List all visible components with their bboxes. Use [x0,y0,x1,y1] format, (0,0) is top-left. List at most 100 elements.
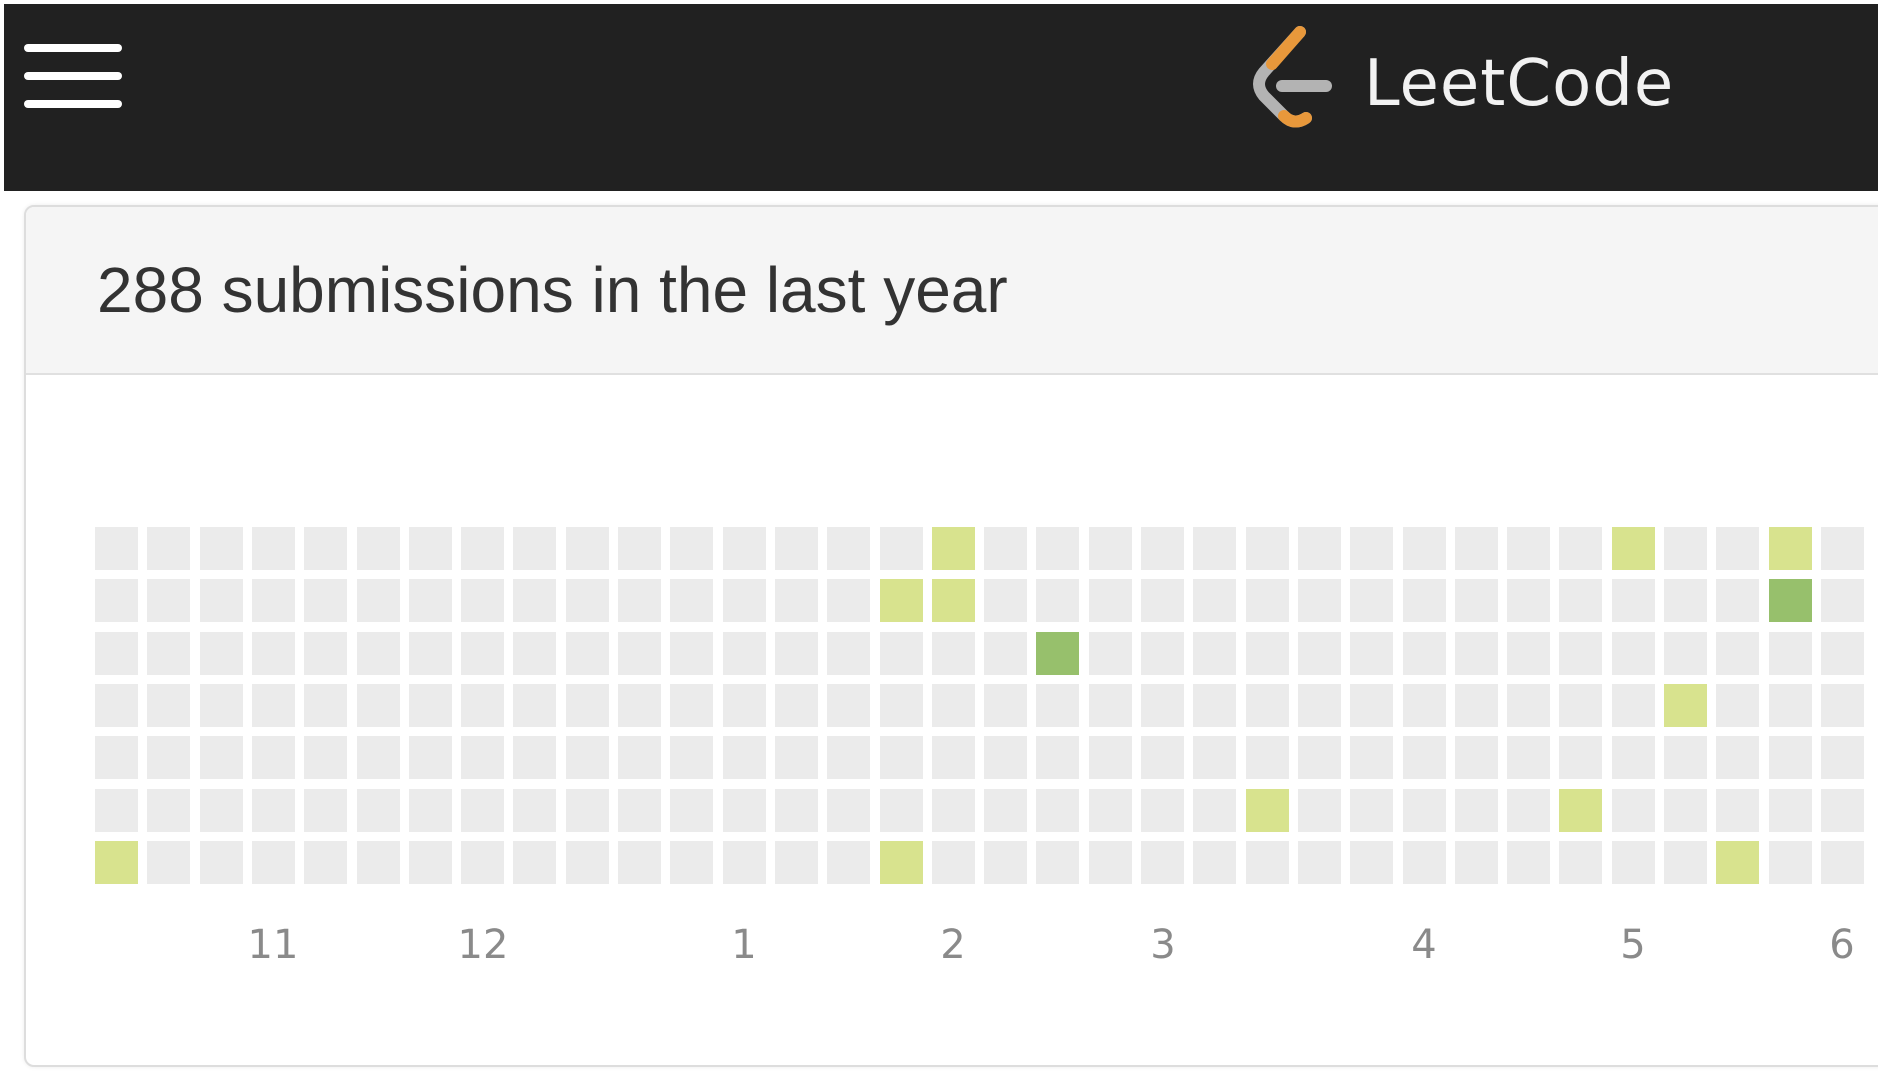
calendar-day-cell[interactable] [775,632,818,675]
calendar-day-cell[interactable] [1246,841,1289,884]
calendar-day-cell[interactable] [1612,527,1655,570]
calendar-day-cell[interactable] [1298,684,1341,727]
calendar-day-cell[interactable] [984,632,1027,675]
calendar-day-cell[interactable] [513,736,556,779]
calendar-day-cell[interactable] [1769,736,1812,779]
calendar-day-cell[interactable] [252,527,295,570]
calendar-day-cell[interactable] [1193,841,1236,884]
calendar-day-cell[interactable] [932,527,975,570]
calendar-day-cell[interactable] [409,527,452,570]
calendar-day-cell[interactable] [775,841,818,884]
calendar-day-cell[interactable] [775,684,818,727]
calendar-day-cell[interactable] [1193,684,1236,727]
calendar-day-cell[interactable] [1141,736,1184,779]
calendar-day-cell[interactable] [880,841,923,884]
calendar-day-cell[interactable] [461,579,504,622]
calendar-day-cell[interactable] [1664,527,1707,570]
calendar-day-cell[interactable] [147,684,190,727]
calendar-day-cell[interactable] [513,527,556,570]
calendar-day-cell[interactable] [1403,579,1446,622]
calendar-day-cell[interactable] [1507,632,1550,675]
calendar-day-cell[interactable] [984,684,1027,727]
calendar-day-cell[interactable] [409,841,452,884]
calendar-day-cell[interactable] [984,841,1027,884]
calendar-day-cell[interactable] [1664,736,1707,779]
calendar-day-cell[interactable] [1246,684,1289,727]
calendar-day-cell[interactable] [932,841,975,884]
calendar-day-cell[interactable] [618,579,661,622]
calendar-day-cell[interactable] [357,684,400,727]
calendar-day-cell[interactable] [357,841,400,884]
calendar-day-cell[interactable] [566,736,609,779]
calendar-day-cell[interactable] [1559,789,1602,832]
calendar-day-cell[interactable] [1664,789,1707,832]
calendar-day-cell[interactable] [1403,736,1446,779]
calendar-day-cell[interactable] [1089,632,1132,675]
calendar-day-cell[interactable] [1612,789,1655,832]
calendar-day-cell[interactable] [461,789,504,832]
calendar-day-cell[interactable] [566,841,609,884]
calendar-day-cell[interactable] [1246,579,1289,622]
calendar-day-cell[interactable] [95,684,138,727]
calendar-day-cell[interactable] [304,789,347,832]
calendar-day-cell[interactable] [1141,789,1184,832]
calendar-day-cell[interactable] [618,527,661,570]
calendar-day-cell[interactable] [1350,736,1393,779]
calendar-day-cell[interactable] [1821,736,1864,779]
calendar-day-cell[interactable] [1036,841,1079,884]
calendar-day-cell[interactable] [513,684,556,727]
calendar-day-cell[interactable] [775,789,818,832]
calendar-day-cell[interactable] [1455,632,1498,675]
calendar-day-cell[interactable] [670,789,713,832]
calendar-day-cell[interactable] [932,579,975,622]
calendar-day-cell[interactable] [1141,684,1184,727]
calendar-day-cell[interactable] [932,684,975,727]
calendar-day-cell[interactable] [1089,841,1132,884]
calendar-day-cell[interactable] [200,789,243,832]
calendar-day-cell[interactable] [95,736,138,779]
calendar-day-cell[interactable] [1507,579,1550,622]
calendar-day-cell[interactable] [1193,527,1236,570]
calendar-day-cell[interactable] [1246,527,1289,570]
calendar-day-cell[interactable] [147,527,190,570]
calendar-day-cell[interactable] [1821,789,1864,832]
calendar-day-cell[interactable] [880,789,923,832]
calendar-day-cell[interactable] [1141,841,1184,884]
calendar-day-cell[interactable] [1769,684,1812,727]
calendar-day-cell[interactable] [1507,789,1550,832]
calendar-day-cell[interactable] [1350,684,1393,727]
calendar-day-cell[interactable] [1716,684,1759,727]
calendar-day-cell[interactable] [775,736,818,779]
calendar-day-cell[interactable] [775,579,818,622]
calendar-day-cell[interactable] [1716,736,1759,779]
calendar-day-cell[interactable] [880,684,923,727]
calendar-day-cell[interactable] [1612,632,1655,675]
calendar-day-cell[interactable] [200,841,243,884]
calendar-day-cell[interactable] [723,527,766,570]
calendar-day-cell[interactable] [1664,684,1707,727]
calendar-day-cell[interactable] [95,841,138,884]
calendar-day-cell[interactable] [147,632,190,675]
calendar-day-cell[interactable] [1298,579,1341,622]
calendar-day-cell[interactable] [566,527,609,570]
calendar-day-cell[interactable] [827,527,870,570]
calendar-day-cell[interactable] [880,736,923,779]
calendar-day-cell[interactable] [1036,736,1079,779]
calendar-day-cell[interactable] [1455,736,1498,779]
calendar-day-cell[interactable] [1350,579,1393,622]
calendar-day-cell[interactable] [200,527,243,570]
calendar-day-cell[interactable] [827,632,870,675]
calendar-day-cell[interactable] [1403,684,1446,727]
calendar-day-cell[interactable] [618,632,661,675]
calendar-day-cell[interactable] [1716,841,1759,884]
calendar-day-cell[interactable] [357,579,400,622]
calendar-day-cell[interactable] [1821,632,1864,675]
calendar-day-cell[interactable] [1455,789,1498,832]
calendar-day-cell[interactable] [1612,579,1655,622]
calendar-day-cell[interactable] [513,632,556,675]
calendar-day-cell[interactable] [513,789,556,832]
calendar-day-cell[interactable] [357,789,400,832]
calendar-day-cell[interactable] [95,527,138,570]
calendar-day-cell[interactable] [1612,736,1655,779]
calendar-day-cell[interactable] [95,579,138,622]
